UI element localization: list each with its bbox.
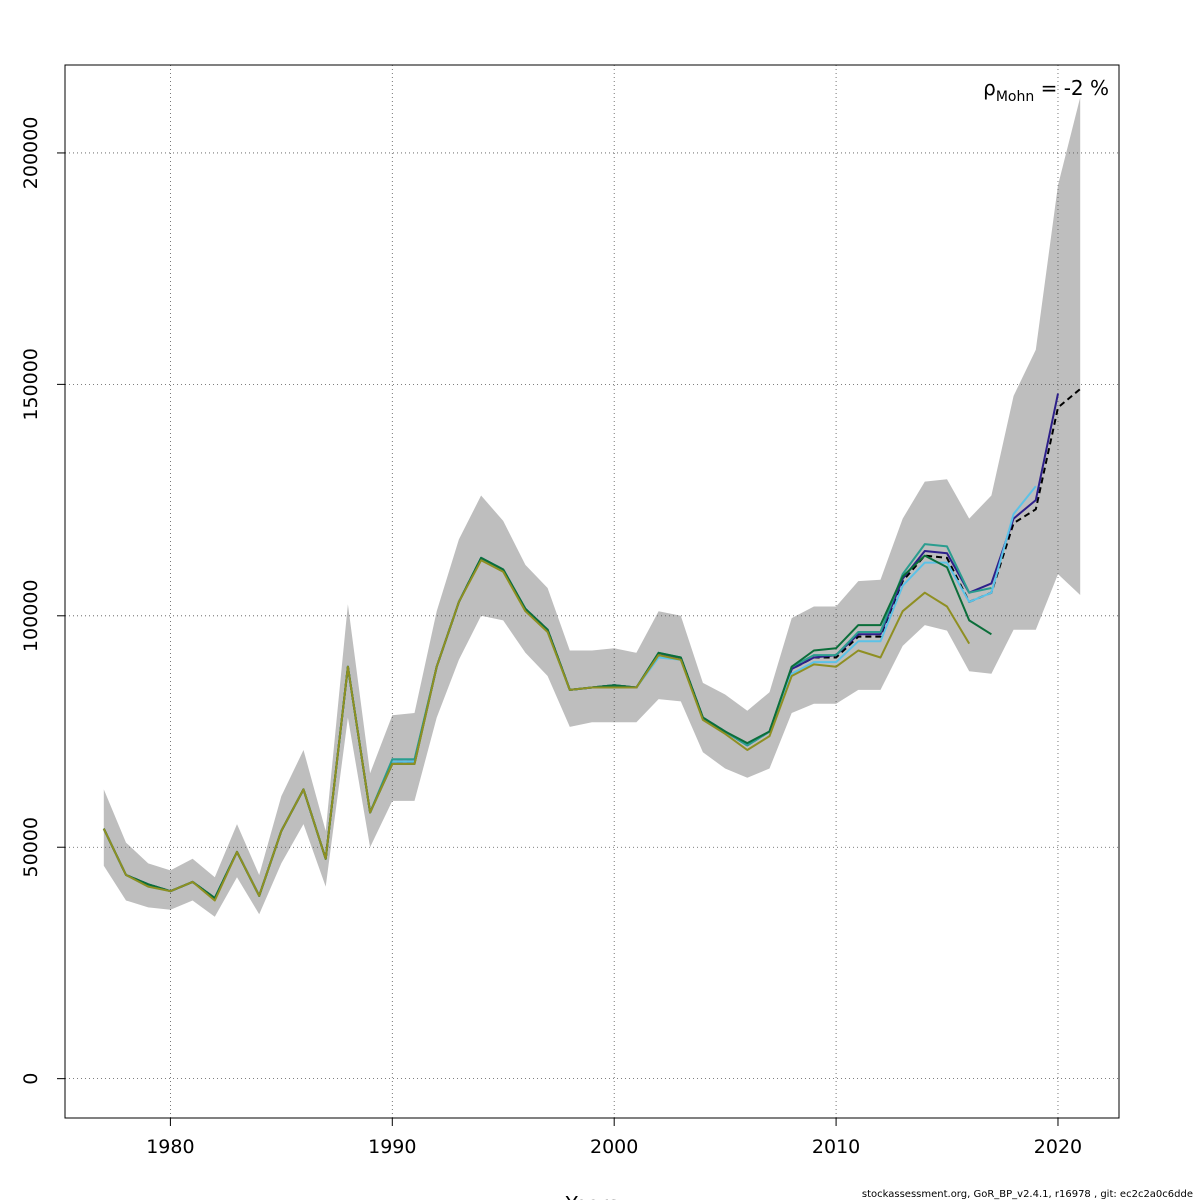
y-tick-label: 150000 [20,348,42,421]
confidence-band [103,97,1081,917]
x-tick-label: 2010 [812,1136,860,1158]
rho-subscript: Mohn [996,89,1034,105]
y-tick-label: 50000 [20,817,42,877]
series-line-peel-2020 [102,393,1059,900]
series-line-peel-2016 [102,559,971,902]
x-tick-label: 1990 [368,1136,416,1158]
x-tick-label: 1980 [146,1136,194,1158]
rho-annotation: ρMohn = -2 % [983,76,1109,105]
rho-value: = -2 % [1034,76,1109,100]
credit-text: stockassessment.org, GoR_BP_v2.4.1, r169… [862,1189,1193,1200]
y-tick-label: 100000 [20,580,42,653]
series-line-full [102,388,1081,900]
x-tick-label: 2000 [590,1136,638,1158]
y-tick-label: 200000 [20,117,42,190]
rho-symbol: ρ [983,76,996,100]
plot-frame [64,64,1120,1119]
y-tick-label: 0 [20,1073,42,1085]
series-layer [102,388,1081,902]
confidence-band-layer [103,97,1081,917]
x-axis-label: Years [565,1192,619,1200]
x-tick-label: 2020 [1034,1136,1082,1158]
axis-layer: 1980 1990 2000 2010 2020 0 50000 100000 150000 20… [20,117,1082,1158]
